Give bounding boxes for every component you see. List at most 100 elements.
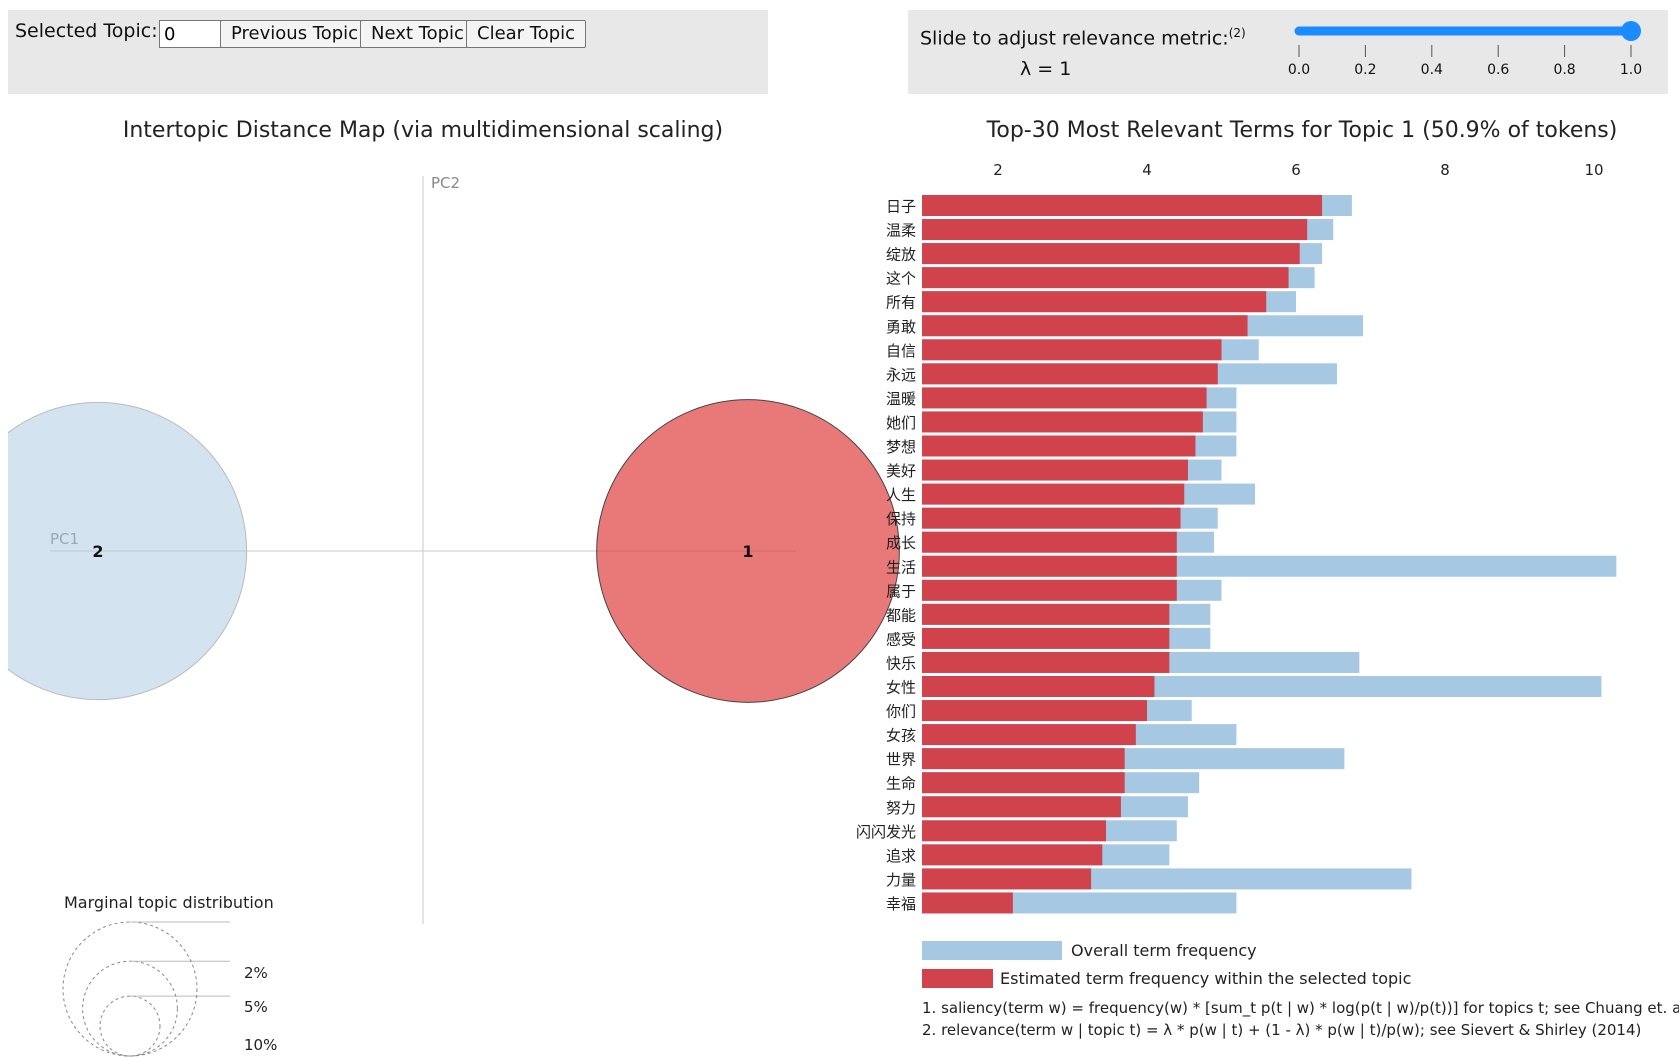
bar-topic-保持[interactable] xyxy=(922,507,1181,529)
bar-topic-成长[interactable] xyxy=(922,531,1177,553)
term-label[interactable]: 勇敢 xyxy=(886,318,916,336)
topic-circle-1[interactable] xyxy=(596,399,900,703)
slider-tick-label: 0.0 xyxy=(1288,62,1310,78)
bar-topic-感受[interactable] xyxy=(922,627,1170,649)
marginal-legend-title: Marginal topic distribution xyxy=(64,893,274,912)
term-label[interactable]: 世界 xyxy=(886,751,916,769)
bar-topic-勇敢[interactable] xyxy=(922,315,1248,337)
term-label[interactable]: 美好 xyxy=(886,462,916,480)
bar-topic-永远[interactable] xyxy=(922,363,1218,385)
term-label[interactable]: 绽放 xyxy=(886,246,916,264)
term-label[interactable]: 保持 xyxy=(886,510,916,528)
term-label[interactable]: 永远 xyxy=(886,366,916,384)
bar-topic-努力[interactable] xyxy=(922,796,1121,818)
term-label[interactable]: 生命 xyxy=(886,775,916,793)
bar-x-axis: 2 4 6 8 10 xyxy=(993,161,1603,179)
bar-x-tick-label: 10 xyxy=(1584,161,1603,179)
legend-topic-label: Estimated term frequency within the sele… xyxy=(1000,969,1411,988)
previous-topic-button[interactable]: Previous Topic xyxy=(220,20,370,48)
legend-overall-label: Overall term frequency xyxy=(1071,941,1257,960)
next-topic-button[interactable]: Next Topic xyxy=(360,20,475,48)
slider-tick-label: 0.4 xyxy=(1421,62,1443,78)
term-label[interactable]: 成长 xyxy=(886,534,916,552)
term-label[interactable]: 你们 xyxy=(886,703,916,721)
topic-control-bar: Selected Topic: Previous Topic Next Topi… xyxy=(8,10,768,94)
footnote-relevance: 2. relevance(term w | topic t) = λ * p(w… xyxy=(922,1021,1641,1039)
slider-tick-label: 1.0 xyxy=(1620,62,1642,78)
intertopic-map-title: Intertopic Distance Map (via multidimens… xyxy=(123,118,723,143)
bar-x-tick-label: 4 xyxy=(1142,161,1152,179)
term-label[interactable]: 日子 xyxy=(886,198,916,216)
term-label[interactable]: 这个 xyxy=(886,270,916,288)
selected-topic-label: Selected Topic: xyxy=(15,20,158,42)
term-label[interactable]: 她们 xyxy=(886,414,916,432)
topic-circle-2[interactable] xyxy=(0,401,248,701)
term-label[interactable]: 女孩 xyxy=(886,727,916,745)
term-label[interactable]: 温柔 xyxy=(886,222,916,240)
term-label[interactable]: 属于 xyxy=(886,582,916,600)
slider-handle[interactable] xyxy=(1621,21,1641,41)
bar-topic-温柔[interactable] xyxy=(922,219,1308,241)
marginal-legend-label: 2% xyxy=(244,964,268,982)
bar-topic-自信[interactable] xyxy=(922,339,1222,361)
term-label[interactable]: 都能 xyxy=(886,606,916,624)
pc2-label: PC2 xyxy=(431,174,460,192)
bar-topic-所有[interactable] xyxy=(922,291,1267,313)
slider-label: Slide to adjust relevance metric:(2) xyxy=(920,26,1246,50)
term-bars: 日子温柔绽放这个所有勇敢自信永远温暖她们梦想美好人生保持成长生活属于都能感受快乐… xyxy=(856,195,1617,914)
term-label[interactable]: 所有 xyxy=(886,294,916,312)
bar-x-tick-label: 8 xyxy=(1440,161,1450,179)
marginal-legend-label: 10% xyxy=(244,1036,277,1054)
slider-tick-label: 0.2 xyxy=(1354,62,1376,78)
term-label[interactable]: 快乐 xyxy=(886,654,916,672)
marginal-legend-circle xyxy=(62,921,198,1057)
bar-topic-绽放[interactable] xyxy=(922,243,1300,265)
term-label[interactable]: 女性 xyxy=(886,679,916,697)
bar-topic-梦想[interactable] xyxy=(922,435,1196,457)
term-label[interactable]: 梦想 xyxy=(886,438,916,456)
bar-topic-生活[interactable] xyxy=(922,555,1177,577)
bar-topic-追求[interactable] xyxy=(922,844,1103,866)
term-label[interactable]: 幸福 xyxy=(886,895,916,913)
bar-topic-都能[interactable] xyxy=(922,603,1170,625)
bar-topic-美好[interactable] xyxy=(922,459,1188,481)
marginal-legend-label: 5% xyxy=(244,998,268,1016)
term-label[interactable]: 追求 xyxy=(886,847,916,865)
bar-topic-你们[interactable] xyxy=(922,700,1147,722)
bar-topic-这个[interactable] xyxy=(922,267,1289,289)
bar-topic-她们[interactable] xyxy=(922,411,1203,433)
bar-topic-女孩[interactable] xyxy=(922,724,1136,746)
term-label[interactable]: 温暖 xyxy=(886,390,916,408)
relevance-slider[interactable]: 0.0 0.2 0.4 0.6 0.8 1.0 xyxy=(1288,21,1642,78)
term-label[interactable]: 力量 xyxy=(886,871,916,889)
term-label[interactable]: 自信 xyxy=(886,342,916,360)
bar-topic-力量[interactable] xyxy=(922,868,1092,890)
clear-topic-button[interactable]: Clear Topic xyxy=(466,20,587,48)
term-label[interactable]: 感受 xyxy=(886,630,916,648)
bar-topic-人生[interactable] xyxy=(922,483,1185,505)
bar-topic-闪闪发光[interactable] xyxy=(922,820,1107,842)
slider-footnote-marker: (2) xyxy=(1228,26,1246,40)
bar-topic-生命[interactable] xyxy=(922,772,1125,794)
bar-topic-世界[interactable] xyxy=(922,748,1125,770)
bar-topic-女性[interactable] xyxy=(922,676,1155,697)
term-label[interactable]: 人生 xyxy=(886,486,916,504)
bar-topic-温暖[interactable] xyxy=(922,387,1207,409)
marginal-legend: 2% 5% 10% xyxy=(62,921,277,1057)
lambda-readout: λ = 1 xyxy=(1020,58,1072,80)
relevant-terms-title: Top-30 Most Relevant Terms for Topic 1 (… xyxy=(986,118,1618,143)
bar-topic-日子[interactable] xyxy=(922,195,1323,216)
term-label[interactable]: 努力 xyxy=(886,799,916,817)
bar-x-tick-label: 2 xyxy=(993,161,1003,179)
bar-topic-幸福[interactable] xyxy=(922,892,1013,914)
topic-circle-label: 1 xyxy=(742,542,753,561)
bar-topic-属于[interactable] xyxy=(922,579,1177,601)
bar-topic-快乐[interactable] xyxy=(922,651,1170,673)
term-label[interactable]: 生活 xyxy=(886,558,916,576)
legend-overall-swatch xyxy=(922,941,1062,960)
term-label[interactable]: 闪闪发光 xyxy=(856,823,916,841)
bar-x-tick-label: 6 xyxy=(1291,161,1301,179)
slider-tick-label: 0.8 xyxy=(1553,62,1575,78)
footnote-saliency: 1. saliency(term w) = frequency(w) * [su… xyxy=(922,999,1679,1018)
